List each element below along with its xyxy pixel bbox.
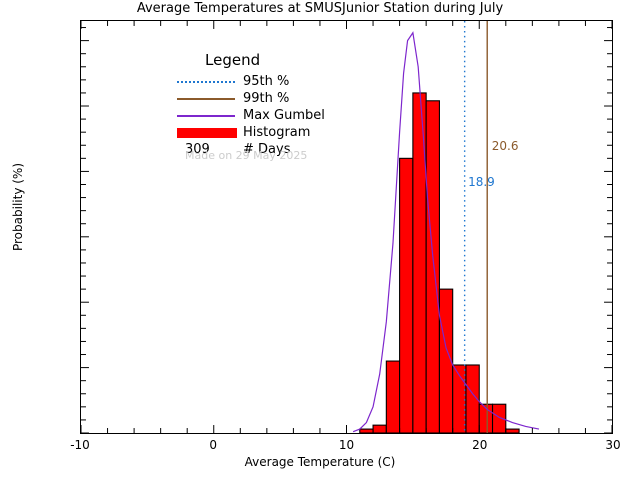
y-axis-ticks bbox=[81, 27, 612, 433]
max-gumbel-curve bbox=[352, 31, 540, 433]
legend-title: Legend bbox=[205, 51, 261, 69]
chart-title: Average Temperatures at SMUSJunior Stati… bbox=[136, 1, 504, 16]
plot-canvas bbox=[81, 21, 612, 433]
legend-item-max-gumbel: Max Gumbel bbox=[177, 107, 427, 124]
legend-item-histogram: Histogram bbox=[177, 124, 427, 141]
legend-item-99th: 99th % bbox=[177, 90, 427, 107]
x-tick-label: 20 bbox=[472, 438, 488, 452]
x-tick-label: 0 bbox=[209, 438, 218, 452]
legend-swatch-histogram-block bbox=[177, 128, 237, 138]
annotation-99th: 20.6 bbox=[491, 139, 519, 154]
x-axis-label: Average Temperature (C) bbox=[244, 455, 396, 469]
legend-swatch-99th-line bbox=[177, 98, 235, 100]
x-tick-label: 10 bbox=[338, 438, 355, 452]
legend-swatch-95th-line bbox=[177, 81, 235, 83]
legend-item-95th: 95th % bbox=[177, 73, 427, 90]
percentile-lines bbox=[463, 21, 488, 433]
histogram-bars bbox=[359, 92, 520, 433]
legend-days-count: 309 bbox=[185, 142, 210, 157]
histogram-bar bbox=[372, 424, 387, 433]
histogram-bar bbox=[425, 100, 440, 433]
legend-label-99th: 99th % bbox=[243, 91, 290, 106]
legend-label-histogram: Histogram bbox=[243, 125, 311, 140]
annotation-95th: 18.9 bbox=[468, 174, 495, 189]
watermark-text: Made on 29 May 2025 bbox=[185, 149, 308, 162]
histogram-bar bbox=[359, 428, 374, 433]
x-tick-label: -10 bbox=[70, 438, 90, 452]
legend-label-95th: 95th % bbox=[243, 74, 290, 89]
histogram-bar bbox=[491, 403, 507, 433]
histogram-bar bbox=[505, 428, 520, 433]
y-axis-label: Probability (%) bbox=[11, 163, 25, 252]
legend-label-max-gumbel: Max Gumbel bbox=[243, 108, 325, 123]
legend: Legend 95th % 99th % Max Gumbel Histogra… bbox=[177, 51, 427, 162]
histogram-bar bbox=[399, 157, 414, 433]
legend-swatch-gumbel-line bbox=[177, 115, 235, 117]
plot-area: 20.6 18.9 Legend 95th % 99th % Max Gumbe… bbox=[80, 20, 613, 434]
legend-item-days: 309 # Days bbox=[177, 141, 427, 158]
legend-days-label: # Days bbox=[243, 142, 291, 157]
x-axis-ticks bbox=[81, 21, 612, 433]
x-tick-label: 30 bbox=[605, 438, 621, 452]
histogram-bar bbox=[385, 360, 401, 433]
